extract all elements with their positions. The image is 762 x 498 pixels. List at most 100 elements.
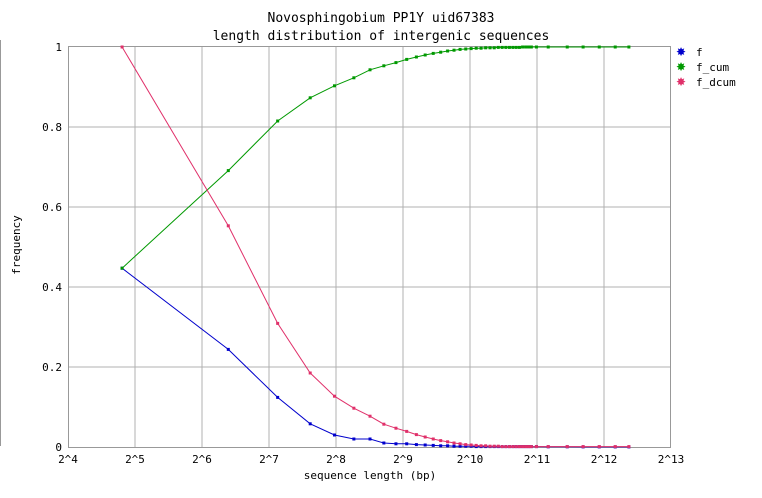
data-point (500, 445, 504, 449)
legend-label: f (696, 46, 703, 59)
data-point (507, 445, 511, 449)
data-point (382, 441, 386, 445)
data-point (452, 48, 456, 52)
legend-label: f_dcum (696, 76, 736, 89)
legend-marker: ✸ (676, 60, 686, 74)
data-point (504, 45, 508, 49)
data-point (458, 444, 462, 448)
series-f-dcum (120, 45, 631, 449)
legend: ✸ f✸ f_cum✸ f_dcum (676, 45, 736, 89)
data-point (431, 437, 435, 441)
x-tick-label: 2^12 (591, 453, 618, 466)
legend-item: ✸ f_cum (676, 60, 730, 74)
data-point (488, 46, 492, 50)
data-point (496, 45, 500, 49)
data-point (439, 444, 443, 448)
x-axis-label: sequence length (bp) (304, 469, 436, 482)
data-point (226, 224, 230, 228)
data-point (496, 444, 500, 448)
data-point (332, 433, 336, 437)
data-point (524, 445, 528, 449)
data-point (479, 444, 483, 448)
data-point (308, 96, 312, 100)
data-point (469, 443, 473, 447)
data-point (394, 426, 398, 430)
y-axis-label: frequency (10, 215, 23, 275)
data-point (527, 445, 531, 449)
data-point (308, 422, 312, 426)
data-point (492, 46, 496, 50)
data-point (627, 45, 631, 49)
y-tick-label: 0 (55, 441, 62, 454)
data-point (423, 53, 427, 57)
x-tick-label: 2^13 (658, 453, 685, 466)
data-point (394, 442, 398, 446)
data-point (484, 46, 488, 50)
data-point (368, 414, 372, 418)
data-point (431, 51, 435, 55)
chart-subtitle: length distribution of intergenic sequen… (213, 29, 550, 44)
data-point (534, 445, 538, 449)
x-tick-label: 2^6 (192, 453, 212, 466)
data-point (514, 45, 518, 49)
data-point (352, 437, 356, 441)
data-point (308, 371, 312, 375)
data-point (452, 444, 456, 448)
data-point (439, 50, 443, 54)
data-point (405, 57, 409, 61)
data-point (479, 46, 483, 50)
y-tick-label: 0.8 (42, 121, 62, 134)
grid (68, 47, 671, 447)
data-point (511, 445, 515, 449)
data-point (517, 445, 521, 449)
data-point (458, 47, 462, 51)
data-point (581, 45, 585, 49)
data-point (226, 347, 230, 351)
data-point (382, 422, 386, 426)
data-point (446, 49, 450, 53)
data-point (507, 45, 511, 49)
data-point (504, 445, 508, 449)
data-point (517, 45, 521, 49)
x-tick-labels: 2^4 2^5 2^6 2^7 2^8 2^9 2^10 2^11 2^12 2^13 (58, 453, 684, 466)
x-tick-label: 2^8 (326, 453, 346, 466)
y-tick-label: 0.4 (42, 281, 62, 294)
data-point (368, 437, 372, 441)
legend-marker: ✸ (676, 75, 686, 89)
data-point (276, 321, 280, 325)
data-point (511, 45, 515, 49)
data-point (352, 76, 356, 80)
data-point (565, 45, 569, 49)
data-point (458, 442, 462, 446)
data-point (527, 45, 531, 49)
series-f-cum (120, 45, 631, 270)
data-point (565, 445, 569, 449)
data-point (414, 443, 418, 447)
data-point (352, 406, 356, 410)
data-point (627, 445, 631, 449)
data-point (613, 445, 617, 449)
data-point (431, 443, 435, 447)
data-point (120, 45, 124, 49)
y-tick-label: 1 (55, 41, 62, 54)
legend-item: ✸ f (676, 45, 703, 59)
data-point (276, 119, 280, 123)
data-point (368, 68, 372, 72)
data-point (514, 445, 518, 449)
data-point (484, 444, 488, 448)
data-point (332, 84, 336, 88)
data-point (546, 445, 550, 449)
x-tick-label: 2^5 (125, 453, 145, 466)
data-point (423, 435, 427, 439)
data-point (446, 440, 450, 444)
data-point (414, 55, 418, 59)
data-point (529, 445, 533, 449)
chart-title: Novosphingobium PP1Y uid67383 (268, 11, 495, 26)
data-point (488, 444, 492, 448)
legend-label: f_cum (696, 61, 729, 74)
data-point (394, 61, 398, 65)
data-point (276, 395, 280, 399)
x-tick-label: 2^11 (524, 453, 551, 466)
data-point (474, 443, 478, 447)
